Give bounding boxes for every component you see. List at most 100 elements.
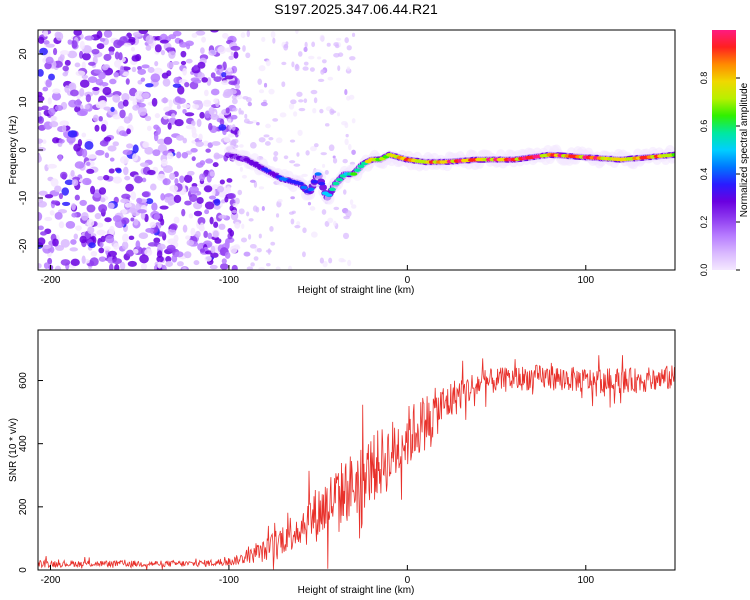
heatmap-noise-cell (123, 166, 129, 176)
heatmap-noise-cell (99, 241, 104, 248)
heatmap-noise-cell (88, 61, 96, 66)
heatmap-noise-cell (185, 124, 195, 130)
heatmap-noise-cell (38, 142, 42, 148)
heatmap-noise-cell (231, 98, 238, 105)
heatmap-noise-cell (303, 98, 308, 104)
heatmap-noise-cell (169, 223, 178, 230)
heatmap-noise-cell (149, 221, 157, 228)
heatmap-noise-cell (217, 185, 225, 193)
heatmap-noise-cell (114, 51, 120, 60)
heatmap-noise-cell (157, 261, 162, 269)
heatmap-noise-cell (210, 245, 216, 254)
heatmap-noise-cell (147, 169, 156, 176)
heatmap-noise-cell (210, 72, 216, 79)
heatmap-noise-cell (321, 59, 327, 64)
heatmap-noise-cell (231, 124, 236, 131)
heatmap-noise-cell (348, 94, 355, 100)
heatmap-noise-cell (167, 228, 177, 236)
heatmap-noise-cell (246, 120, 254, 125)
heatmap-noise-cell (293, 163, 301, 167)
heatmap-noise-cell (184, 200, 192, 206)
heatmap-noise-cell (90, 185, 96, 195)
heatmap-noise-cell (344, 37, 349, 44)
heatmap-noise-cell (110, 106, 115, 112)
heatmap-noise-cell (122, 149, 133, 156)
heatmap-noise-cell (327, 76, 334, 81)
heatmap-noise-cell (182, 67, 187, 76)
heatmap-noise-cell (142, 92, 150, 99)
heatmap-ridge-peak (325, 193, 333, 197)
heatmap-noise-cell (237, 189, 243, 196)
heatmap-noise-cell (157, 144, 168, 153)
heatmap-noise-cell (153, 237, 161, 244)
heatmap-noise-cell (210, 30, 219, 33)
heatmap-noise-cell (275, 266, 281, 270)
heatmap-noise-cell (168, 99, 173, 108)
heatmap-noise-cell (132, 104, 140, 111)
heatmap-noise-cell (144, 146, 154, 155)
colorbar-label: Normalized spectral amplitude (739, 82, 750, 217)
heatmap-noise-cell (98, 256, 107, 262)
heatmap-noise-cell (198, 133, 203, 141)
heatmap-noise-cell (287, 265, 293, 270)
heatmap-noise-cell (342, 158, 348, 164)
heatmap-noise-cell (62, 65, 69, 72)
heatmap-noise-cell (347, 259, 352, 267)
heatmap-noise-cell (107, 250, 117, 257)
heatmap-noise-cell (42, 244, 52, 249)
heatmap-ridge-peak (328, 187, 336, 192)
heatmap-noise-cell (294, 224, 301, 229)
heatmap-noise-cell (85, 94, 92, 103)
heatmap-noise-cell (228, 80, 238, 86)
heatmap-noise-cell (296, 91, 303, 97)
heatmap-noise-cell (197, 61, 206, 69)
heatmap-noise-cell (246, 211, 250, 217)
spectrogram-x-tick-label: -200 (40, 275, 60, 286)
heatmap-noise-cell (183, 174, 193, 183)
heatmap-noise-cell (137, 102, 146, 108)
heatmap-noise-cell (180, 60, 187, 66)
heatmap-noise-cell (172, 83, 182, 88)
heatmap-noise-cell (107, 145, 117, 152)
heatmap-noise-cell (109, 78, 117, 85)
heatmap-noise-cell (136, 197, 143, 204)
heatmap-noise-cell (49, 120, 59, 128)
heatmap-noise-cell (210, 88, 220, 96)
heatmap-noise-cell (62, 71, 68, 77)
heatmap-noise-cell (160, 193, 165, 201)
heatmap-noise-cell (95, 149, 105, 156)
heatmap-noise-cell (119, 261, 126, 270)
heatmap-noise-cell (249, 179, 256, 183)
heatmap-noise-cell (301, 251, 306, 258)
heatmap-noise-cell (258, 137, 266, 143)
heatmap-noise-cell (108, 51, 115, 56)
heatmap-noise-cell (73, 30, 83, 36)
heatmap-noise-cell (190, 227, 196, 237)
heatmap-noise-cell (141, 64, 150, 69)
heatmap-noise-cell (52, 88, 61, 94)
heatmap-ridge-peak (353, 168, 361, 172)
heatmap-noise-cell (74, 161, 85, 169)
spectrogram-x-tick-label: -100 (219, 275, 239, 286)
heatmap-noise-cell (61, 124, 67, 133)
heatmap-noise-cell (128, 235, 135, 240)
heatmap-noise-cell (99, 99, 107, 108)
heatmap-noise-cell (346, 66, 351, 71)
heatmap-noise-cell (43, 262, 50, 269)
heatmap-noise-cell (112, 114, 122, 120)
heatmap-noise-cell (70, 258, 80, 267)
heatmap-noise-cell (330, 110, 337, 114)
heatmap-noise-cell (196, 197, 204, 204)
figure-title: S197.2025.347.06.44.R21 (274, 1, 438, 17)
heatmap-ridge-peak (350, 172, 358, 176)
heatmap-noise-cell (103, 174, 110, 181)
heatmap-noise-cell (47, 97, 52, 105)
spectrogram-y-tick-label: 0 (18, 147, 29, 153)
heatmap-noise-cell (290, 218, 295, 225)
heatmap-noise-cell (107, 202, 115, 209)
heatmap-noise-cell (279, 112, 287, 118)
heatmap-noise-cell (199, 160, 206, 166)
colorbar-tick-label: 0.0 (699, 264, 709, 277)
heatmap-noise-cell (253, 256, 259, 261)
heatmap-noise-cell (199, 173, 205, 182)
